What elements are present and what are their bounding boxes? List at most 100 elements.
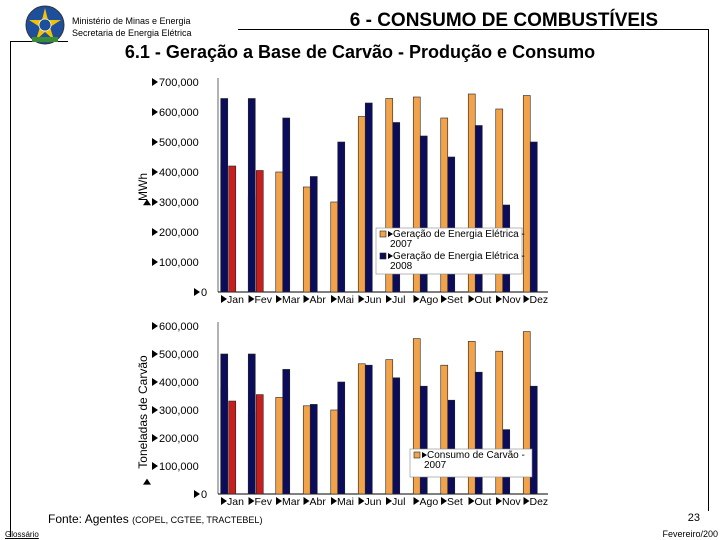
glossary-link[interactable]: Glossário [5,530,39,539]
y-tick-2-4: 200,000 [152,433,199,445]
bar-2-2008-fev [247,353,256,495]
bar-1-2008-dez [529,141,538,293]
legend-arrow-icon [388,253,393,259]
bar-2-2007-abr [302,405,311,495]
x-tick-arrow-icon [331,497,337,505]
generation-chart: 700,000 600,000 500,000 400,000 300,000 200,0… [136,77,549,306]
legend-2: Consumo de Carvão -2007 [409,448,533,478]
x-tick-label: Dez [530,496,549,508]
y-tick-label: 300,000 [159,405,199,417]
x-tick-label: Jul [392,294,405,306]
legend-swatch-0 [413,451,421,459]
y-tick-label: 100,000 [159,257,199,269]
x-tick-arrow-icon [386,295,392,303]
bar-1-2008-mai [337,141,346,293]
bar-1-2008-set [447,156,456,293]
ministry-line2: Secretaria de Energia Elétrica [72,28,192,38]
y-axis-title: Toneladas de Carvão [136,355,150,469]
x-tick-arrow-icon [303,497,310,505]
x-tick-arrow-icon [468,295,475,303]
bar-2-2007-mai [330,409,339,495]
source-detail: (COPEL, CGTEE, TRACTEBEL) [132,515,263,525]
y-axis-title-arrow-icon [143,478,151,485]
bar-2-2007-jun [357,363,366,495]
x-tick-arrow-icon [496,497,502,505]
x-tick-arrow-icon [248,295,255,303]
x-tick-label: Mar [282,496,301,508]
y-tick-1-7: 0 [194,287,207,299]
x-tick-arrow-icon [413,497,420,505]
x-tick-arrow-icon [276,497,282,505]
y-tick-2-5: 100,000 [152,461,199,473]
header-rule-right [238,29,708,30]
x-tick-2-out: Out [468,496,492,508]
y-tick-arrow-icon [152,228,158,236]
x-tick-1-jun: Jun [358,294,382,306]
x-tick-arrow-icon [358,497,365,505]
x-tick-label: Dez [530,294,549,306]
y-tick-2-0: 600,000 [152,321,199,333]
x-tick-1-out: Out [468,294,492,306]
y-tick-1-0: 700,000 [152,77,199,89]
x-tick-2-jun: Jun [358,496,382,508]
x-tick-2-ago: Ago [413,496,439,508]
x-tick-label: Abr [310,496,327,508]
legend-label-year-1: 2008 [390,261,413,272]
x-tick-label: Mai [337,496,354,508]
y-tick-arrow-icon [152,168,158,176]
bar-2-2008-set [447,399,456,495]
bar-1-2008-jan [220,98,229,293]
y-tick-label: 600,000 [159,107,199,119]
x-tick-label: Nov [502,496,521,508]
x-tick-arrow-icon [413,295,420,303]
x-tick-label: Nov [502,294,521,306]
legend-label-year-0: 2007 [424,460,447,471]
x-tick-arrow-icon [468,497,475,505]
x-tick-arrow-icon [248,497,255,505]
ministry-line1: Ministério de Minas e Energia [72,16,191,26]
y-tick-arrow-icon [152,434,158,442]
x-tick-arrow-icon [303,295,310,303]
x-tick-2-abr: Abr [303,496,327,508]
bar-1-2008-mar [282,117,291,293]
y-tick-arrow-icon [152,406,158,414]
x-tick-2-jul: Jul [386,496,405,508]
y-tick-arrow-icon [194,288,200,296]
y-tick-label: 0 [201,287,207,299]
y-tick-arrow-icon [152,108,158,116]
legend-swatch-1 [379,252,387,260]
x-tick-label: Abr [310,294,327,306]
bar-1-2008-fev [247,98,256,293]
bar-1-highlight-fev [255,170,264,293]
bar-2-2008-jan [220,353,229,495]
x-tick-label: Mai [337,294,354,306]
brazil-seal-icon [25,5,65,45]
x-tick-arrow-icon [441,497,447,505]
y-tick-label: 200,000 [159,433,199,445]
legend-box [375,227,523,275]
x-tick-label: Set [447,294,463,306]
x-tick-1-abr: Abr [303,294,327,306]
page-number: 23 [687,512,700,524]
y-tick-label: 0 [201,489,207,501]
x-tick-label: Fev [255,294,273,306]
bar-2-2008-jul [392,377,401,495]
x-tick-label: Jan [227,496,244,508]
source-main: Fonte: Agentes [48,512,129,526]
x-tick-label: Ago [420,496,439,508]
y-tick-1-5: 200,000 [152,227,199,239]
header-rule-left [10,41,11,537]
x-tick-arrow-icon [331,295,337,303]
y-tick-2-3: 300,000 [152,405,199,417]
bar-1-2008-jul [392,122,401,293]
bar-2-2008-abr [309,404,318,495]
bar-2-2008-dez [529,385,538,495]
x-tick-2-dez: Dez [523,496,549,508]
x-tick-label: Fev [255,496,273,508]
x-tick-2-set: Set [441,496,463,508]
x-tick-1-fev: Fev [248,294,273,306]
x-tick-1-ago: Ago [413,294,438,306]
x-tick-label: Jul [392,496,405,508]
bar-2-2007-nov [495,350,504,495]
y-tick-arrow-icon [152,198,158,206]
